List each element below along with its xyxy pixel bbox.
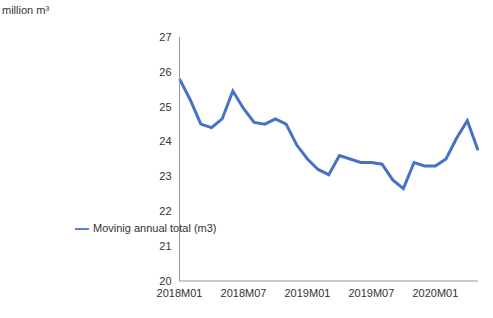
svg-text:27: 27 bbox=[159, 31, 171, 43]
svg-text:2019M07: 2019M07 bbox=[348, 287, 394, 299]
svg-text:22: 22 bbox=[159, 205, 171, 217]
svg-text:24: 24 bbox=[159, 135, 171, 147]
html-text:Movinig annual total (m3): Movinig annual total (m3) bbox=[93, 222, 217, 234]
svg-text:23: 23 bbox=[159, 170, 171, 182]
svg-text:26: 26 bbox=[159, 66, 171, 78]
svg-text:2019M01: 2019M01 bbox=[285, 287, 331, 299]
svg-text:2018M01: 2018M01 bbox=[157, 287, 203, 299]
svg-text:2018M07: 2018M07 bbox=[221, 287, 267, 299]
svg-text:25: 25 bbox=[159, 101, 171, 113]
svg-text:20: 20 bbox=[159, 275, 171, 287]
svg-text:21: 21 bbox=[159, 240, 171, 252]
svg-text:2020M01: 2020M01 bbox=[412, 287, 458, 299]
html-text:million m³: million m³ bbox=[2, 4, 50, 16]
